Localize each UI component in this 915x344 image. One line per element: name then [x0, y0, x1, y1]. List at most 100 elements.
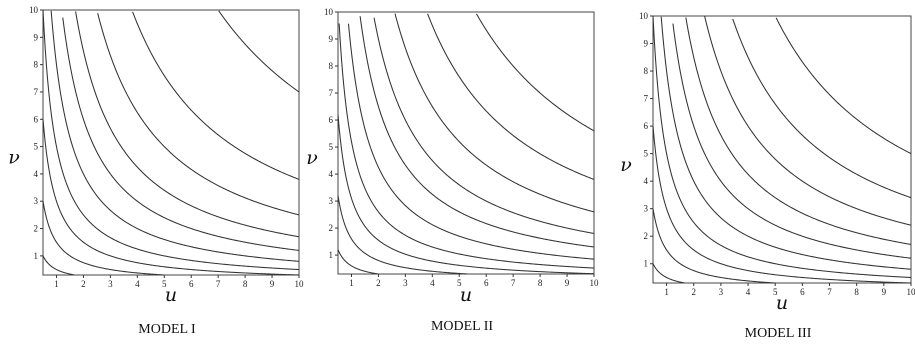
x-axis-label: u	[460, 284, 472, 306]
x-tick-label: 2	[376, 278, 381, 288]
x-tick-label: 10	[295, 279, 305, 289]
y-tick-label: 2	[644, 231, 649, 241]
plot-frame	[337, 11, 595, 275]
plot-frame	[652, 15, 912, 284]
y-tick-label: 7	[329, 88, 334, 98]
x-tick-label: 2	[81, 279, 86, 289]
x-tick-label: 5	[773, 287, 778, 297]
panel-caption: MODEL II	[431, 319, 493, 334]
y-tick-label: 1	[34, 251, 39, 261]
y-tick-label: 8	[34, 60, 39, 70]
contour-line-9	[427, 13, 595, 180]
x-tick-label: 8	[243, 279, 248, 289]
y-tick-label: 5	[34, 142, 39, 152]
x-axis-label: u	[165, 284, 177, 306]
y-tick-label: 7	[34, 87, 39, 97]
chart-panel-3: 1 2 3 4 5 6 7 8 9 10 1 2 3 4 5 6 7 8 9 10 u ν MODEL III	[620, 11, 915, 341]
y-axis-label: ν	[620, 154, 632, 176]
y-tick-label: 10	[324, 7, 334, 17]
contour-line-5	[347, 23, 595, 260]
y-tick-label: 6	[644, 121, 649, 131]
contour-line-4	[42, 9, 300, 271]
contour-line-6	[672, 23, 912, 259]
x-tick-label: 3	[403, 278, 408, 288]
x-tick-label: 5	[457, 278, 462, 288]
y-tick-label: 1	[329, 250, 334, 260]
y-tick-label: 2	[34, 224, 39, 234]
contour-line-8	[394, 13, 595, 213]
contour-line-2	[652, 208, 775, 284]
x-tick-label: 9	[565, 278, 570, 288]
x-tick-label: 1	[54, 279, 59, 289]
x-tick-label: 1	[349, 278, 354, 288]
y-tick-label: 4	[34, 169, 39, 179]
y-tick-label: 1	[644, 259, 649, 269]
x-tick-label: 9	[882, 287, 887, 297]
contour-line-1	[652, 263, 685, 284]
contour-line-2	[337, 195, 468, 275]
y-tick-label: 6	[34, 114, 39, 124]
x-tick-label: 1	[664, 287, 669, 297]
contour-line-8	[704, 15, 912, 226]
x-tick-label: 7	[827, 287, 832, 297]
y-tick-label: 8	[644, 66, 649, 76]
contour-line-7	[373, 17, 595, 234]
y-tick-label: 5	[644, 149, 649, 159]
contour-line-9	[132, 11, 300, 180]
y-tick-label: 9	[644, 39, 649, 49]
panel-caption: MODEL III	[745, 326, 812, 341]
x-tick-label: 10	[590, 278, 600, 288]
contour-line-6	[359, 16, 595, 248]
x-tick-label: 3	[108, 279, 113, 289]
x-tick-label: 3	[719, 287, 724, 297]
contour-line-4	[338, 23, 595, 269]
y-tick-label: 10	[639, 11, 649, 21]
contour-line-3	[42, 119, 300, 276]
y-tick-label: 9	[329, 34, 334, 44]
x-tick-label: 6	[800, 287, 805, 297]
panel-caption: MODEL I	[138, 322, 196, 337]
contour-line-7	[75, 11, 300, 238]
x-tick-label: 6	[484, 278, 489, 288]
y-tick-label: 10	[29, 5, 39, 15]
y-tick-label: 8	[329, 61, 334, 71]
contour-line-10	[218, 10, 300, 93]
y-tick-label: 9	[34, 32, 39, 42]
contour-line-10	[775, 17, 912, 155]
x-tick-label: 8	[854, 287, 859, 297]
y-tick-label: 7	[644, 94, 649, 104]
contour-line-3	[652, 126, 912, 284]
x-tick-label: 4	[430, 278, 435, 288]
contour-line-2	[42, 201, 165, 276]
contour-line-4	[652, 15, 912, 279]
x-tick-label: 2	[691, 287, 696, 297]
x-tick-label: 4	[746, 287, 751, 297]
x-tick-label: 4	[135, 279, 140, 289]
contour-line-3	[337, 114, 595, 275]
y-axis-label: ν	[306, 147, 318, 169]
contour-line-8	[97, 13, 300, 216]
contour-line-10	[476, 13, 595, 132]
y-axis-label: ν	[8, 147, 20, 169]
contour-line-1	[337, 249, 378, 275]
contour-line-9	[732, 18, 912, 199]
contour-line-5	[50, 10, 300, 262]
x-tick-label: 5	[162, 279, 167, 289]
y-tick-label: 6	[329, 115, 334, 125]
contour-line-6	[62, 17, 300, 251]
y-tick-label: 3	[329, 196, 334, 206]
x-tick-label: 10	[907, 287, 915, 297]
y-tick-label: 4	[644, 176, 649, 186]
y-tick-label: 3	[644, 204, 649, 214]
x-tick-label: 7	[216, 279, 221, 289]
x-tick-label: 7	[511, 278, 516, 288]
y-tick-label: 4	[329, 169, 334, 179]
contour-line-1	[42, 255, 75, 276]
x-tick-label: 6	[189, 279, 194, 289]
x-tick-label: 8	[538, 278, 543, 288]
chart-panel-1: 1 2 3 4 5 6 7 8 9 10 1 2 3 4 5 6 7 8 9 10 u ν MODEL I	[8, 5, 304, 337]
y-tick-label: 5	[329, 142, 334, 152]
plot-frame	[42, 9, 300, 276]
contour-line-7	[685, 17, 912, 245]
